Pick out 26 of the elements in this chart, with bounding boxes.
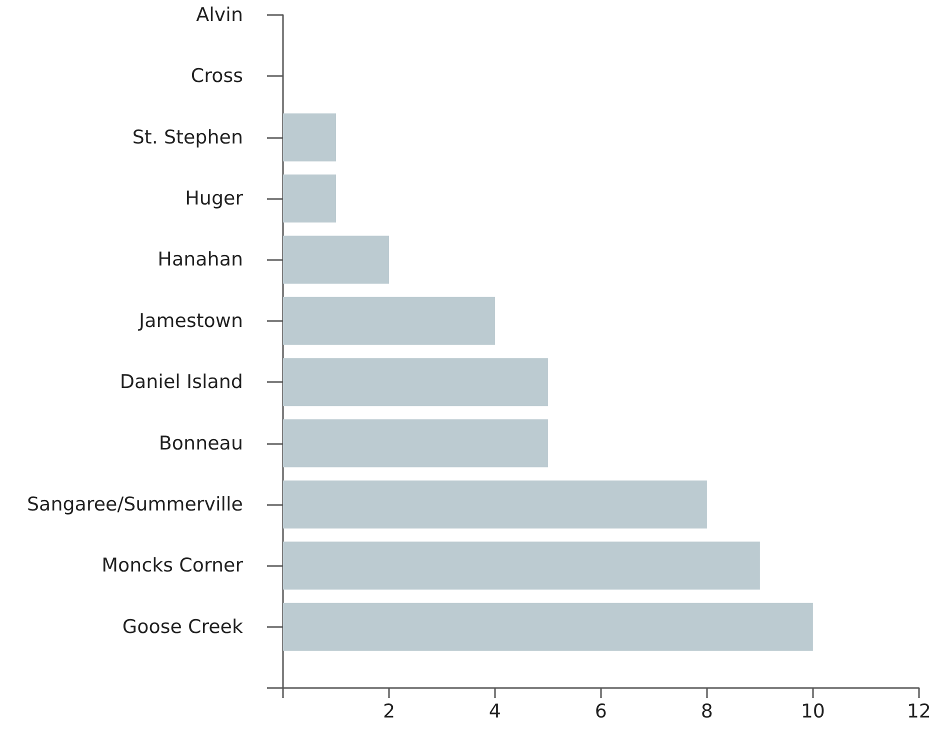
y-tick-label: Jamestown (138, 310, 243, 332)
y-tick-label: Daniel Island (120, 371, 243, 394)
x-tick-label: 10 (800, 700, 826, 722)
y-tick-label: Alvin (196, 4, 243, 26)
bar (283, 174, 336, 223)
x-tick-label: 2 (382, 700, 396, 722)
y-tick-label: St. Stephen (132, 126, 243, 148)
bar (283, 296, 495, 345)
x-tick-label: 8 (700, 700, 713, 722)
x-tick-label: 4 (488, 700, 502, 722)
bar (283, 602, 813, 651)
y-tick-label: Sangaree/Summerville (26, 493, 243, 516)
y-tick-label: Bonneau (158, 432, 243, 454)
y-tick-label: Cross (190, 65, 243, 88)
bar (283, 542, 760, 590)
bar (283, 358, 548, 406)
x-tick-label: 6 (594, 700, 608, 722)
y-tick-label: Moncks Corner (102, 554, 244, 577)
x-tick-label: 12 (906, 700, 932, 722)
bar (283, 419, 548, 468)
y-tick-label: Hanahan (158, 248, 243, 271)
y-tick-label: Goose Creek (122, 616, 243, 638)
bar (283, 480, 707, 528)
bar (283, 113, 336, 162)
bar (283, 236, 389, 284)
y-tick-label: Huger (185, 188, 244, 210)
